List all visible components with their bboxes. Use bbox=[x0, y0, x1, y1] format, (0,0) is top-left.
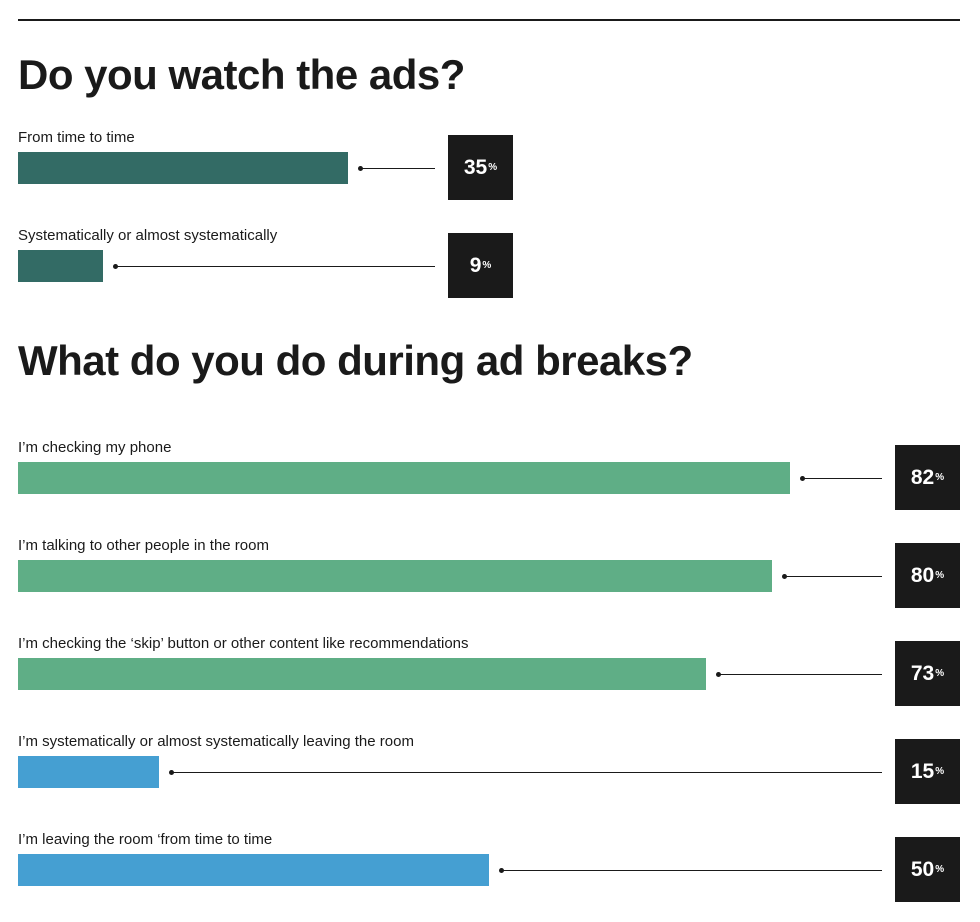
leader-line bbox=[171, 772, 882, 773]
value-label: 82% bbox=[895, 445, 960, 510]
leader-line bbox=[360, 168, 435, 169]
bar bbox=[18, 462, 790, 494]
value-number: 80 bbox=[910, 563, 935, 587]
bar bbox=[18, 658, 706, 690]
value-number: 82 bbox=[910, 465, 935, 489]
chart-1-title: Do you watch the ads? bbox=[18, 51, 465, 98]
value-label: 80% bbox=[895, 543, 960, 608]
leader-line bbox=[784, 576, 882, 577]
top-rule bbox=[18, 19, 960, 21]
leader-line bbox=[802, 478, 882, 479]
value-number: 73 bbox=[910, 661, 935, 685]
value-label: 15% bbox=[895, 739, 960, 804]
value-label: 9% bbox=[448, 233, 513, 298]
value-number: 15 bbox=[910, 759, 935, 783]
percent-sign: % bbox=[488, 162, 498, 173]
category-label: I’m systematically or almost systematica… bbox=[18, 733, 414, 750]
category-label: From time to time bbox=[18, 129, 135, 146]
category-label: I’m talking to other people in the room bbox=[18, 537, 269, 554]
leader-line bbox=[115, 266, 435, 267]
percent-sign: % bbox=[935, 668, 945, 679]
value-number: 35 bbox=[463, 155, 488, 179]
value-label: 50% bbox=[895, 837, 960, 902]
percent-sign: % bbox=[482, 260, 492, 271]
bar bbox=[18, 560, 772, 592]
value-label: 35% bbox=[448, 135, 513, 200]
percent-sign: % bbox=[935, 864, 945, 875]
chart-2-title: What do you do during ad breaks? bbox=[18, 337, 693, 384]
leader-line bbox=[718, 674, 882, 675]
percent-sign: % bbox=[935, 766, 945, 777]
bar bbox=[18, 756, 159, 788]
category-label: I’m checking my phone bbox=[18, 439, 172, 456]
value-number: 50 bbox=[910, 857, 935, 881]
category-label: Systematically or almost systematically bbox=[18, 227, 278, 244]
category-label: I’m leaving the room ‘from time to time bbox=[18, 831, 273, 848]
leader-line bbox=[501, 870, 882, 871]
bar bbox=[18, 854, 489, 886]
value-number: 9 bbox=[469, 253, 482, 277]
percent-sign: % bbox=[935, 570, 945, 581]
value-label: 73% bbox=[895, 641, 960, 706]
percent-sign: % bbox=[935, 472, 945, 483]
bar bbox=[18, 250, 103, 282]
category-label: I’m checking the ‘skip’ button or other … bbox=[18, 635, 469, 652]
bar bbox=[18, 152, 348, 184]
